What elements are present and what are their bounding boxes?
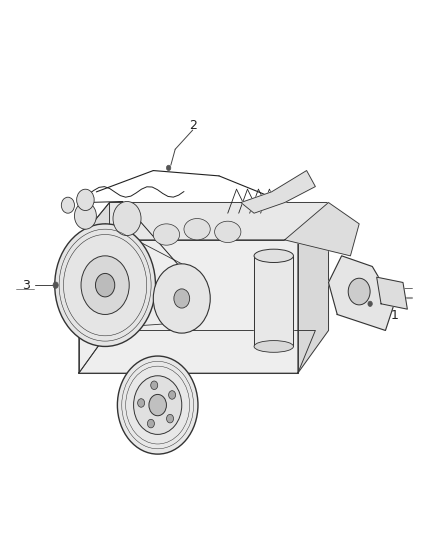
Circle shape: [74, 203, 96, 229]
Circle shape: [151, 381, 158, 390]
Text: 2: 2: [189, 119, 197, 132]
Circle shape: [153, 264, 210, 333]
Circle shape: [169, 391, 176, 399]
Circle shape: [138, 399, 145, 407]
Polygon shape: [79, 203, 110, 373]
Ellipse shape: [153, 224, 180, 245]
Text: 1: 1: [390, 309, 398, 322]
Circle shape: [174, 289, 190, 308]
Circle shape: [113, 201, 141, 236]
Circle shape: [368, 301, 372, 306]
Polygon shape: [377, 277, 407, 309]
Circle shape: [348, 278, 370, 305]
Circle shape: [61, 197, 74, 213]
Polygon shape: [79, 203, 328, 240]
Circle shape: [166, 165, 171, 171]
Polygon shape: [328, 256, 394, 330]
Circle shape: [117, 356, 198, 454]
Circle shape: [81, 256, 129, 314]
Ellipse shape: [254, 341, 293, 352]
Polygon shape: [298, 203, 328, 373]
Polygon shape: [79, 330, 315, 373]
Circle shape: [149, 394, 166, 416]
Polygon shape: [241, 171, 315, 213]
Ellipse shape: [215, 221, 241, 243]
Text: 3: 3: [22, 279, 30, 292]
Circle shape: [53, 282, 58, 288]
Circle shape: [55, 224, 155, 346]
Ellipse shape: [184, 219, 210, 240]
Circle shape: [134, 376, 182, 434]
Circle shape: [77, 189, 94, 211]
Ellipse shape: [254, 249, 293, 263]
Polygon shape: [79, 240, 298, 373]
Circle shape: [166, 414, 173, 423]
Circle shape: [148, 419, 155, 428]
Polygon shape: [285, 203, 359, 256]
Polygon shape: [254, 256, 293, 346]
Circle shape: [95, 273, 115, 297]
